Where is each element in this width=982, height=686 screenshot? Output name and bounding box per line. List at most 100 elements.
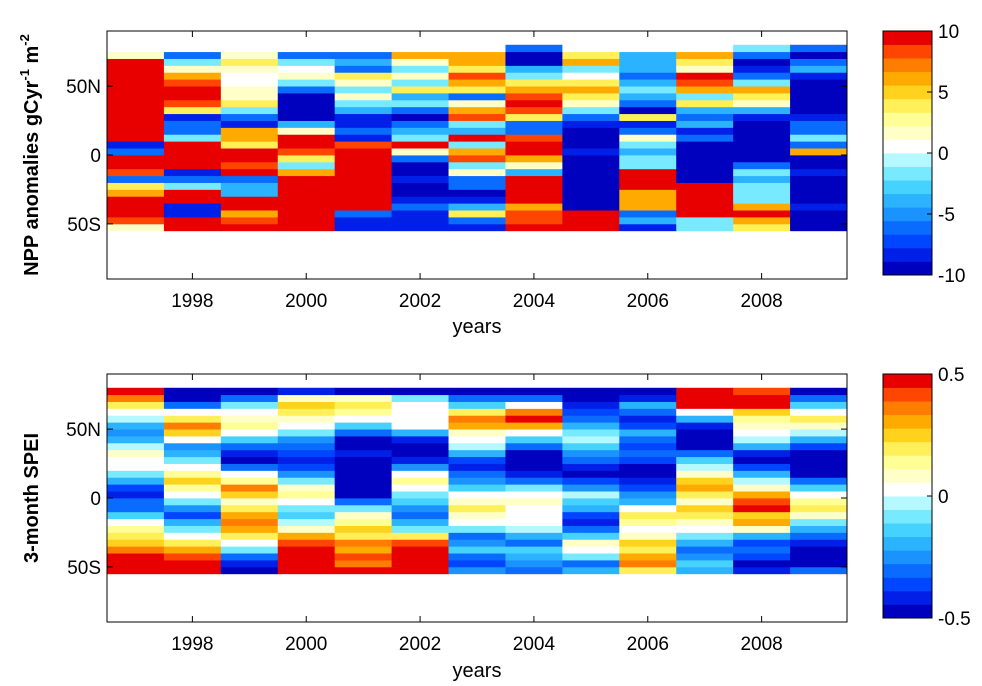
npp-heatmap-cell	[391, 106, 449, 115]
npp-colorbar-segment	[883, 44, 932, 59]
npp-heatmap-cell	[334, 99, 393, 108]
spei-heatmap-cell	[220, 539, 279, 547]
spei-heatmap-cell	[277, 539, 336, 547]
npp-colorbar-segment	[883, 139, 932, 154]
npp-heatmap-cell	[676, 148, 734, 156]
npp-heatmap-cell	[733, 141, 791, 149]
npp-heatmap-cell	[505, 148, 563, 156]
spei-heatmap-cell	[220, 532, 279, 540]
npp-heatmap-cell	[790, 127, 848, 135]
spei-heatmap-cell	[448, 484, 506, 492]
npp-heatmap-cell	[391, 44, 449, 53]
npp-x-axis-label: years	[453, 316, 502, 338]
spei-heatmap-cell	[790, 456, 848, 464]
npp-heatmap-cell	[107, 217, 165, 225]
spei-heatmap-cell	[448, 560, 506, 568]
spei-colorbar-segment	[883, 604, 932, 619]
spei-colorbar-segment	[883, 468, 932, 483]
spei-heatmap-cell	[334, 491, 393, 499]
spei-heatmap-cell	[676, 566, 734, 575]
npp-heatmap-cell	[220, 203, 279, 211]
spei-heatmap-cell	[562, 456, 620, 464]
spei-heatmap-cell	[505, 456, 563, 464]
spei-heatmap-cell	[790, 449, 848, 458]
spei-heatmap-cell	[733, 532, 791, 540]
npp-heatmap-cell	[277, 44, 336, 53]
spei-heatmap-cell	[391, 518, 449, 526]
npp-heatmap-cell	[505, 175, 563, 183]
spei-heatmap-cell	[505, 504, 563, 513]
npp-heatmap-cell	[163, 51, 222, 59]
spei-heatmap-cell	[107, 484, 165, 492]
spei-heatmap-cell	[790, 504, 848, 513]
npp-heatmap-cell	[448, 79, 506, 87]
npp-colorbar-segment	[883, 166, 932, 181]
npp-colorbar-segment	[883, 31, 932, 45]
npp-heatmap-cell	[334, 168, 393, 177]
npp-heatmap-cell	[107, 134, 165, 142]
npp-heatmap-cell	[391, 196, 449, 204]
spei-heatmap-cell	[562, 532, 620, 540]
npp-colorbar-segment	[883, 125, 932, 140]
spei-heatmap-cell	[334, 504, 393, 513]
npp-heatmap-cell	[562, 175, 620, 183]
npp-heatmap-cell	[790, 155, 848, 163]
spei-heatmap-cell	[733, 566, 791, 575]
spei-heatmap-cell	[619, 518, 677, 526]
spei-heatmap-cell	[391, 504, 449, 513]
spei-heatmap-cell	[676, 518, 734, 526]
npp-heatmap-cell	[733, 196, 791, 204]
npp-heatmap-cell	[733, 155, 791, 163]
spei-heatmap-cell	[163, 401, 222, 409]
spei-heatmap-cell	[790, 422, 848, 430]
spei-heatmap-cell	[676, 532, 734, 540]
npp-heatmap-cell	[619, 58, 677, 66]
spei-heatmap-cell	[220, 477, 279, 485]
spei-colorbar-segment	[883, 401, 932, 416]
spei-heatmap-cell	[676, 415, 734, 423]
npp-heatmap-cell	[562, 168, 620, 177]
spei-heatmap-cell	[391, 429, 449, 437]
npp-heatmap-cell	[619, 120, 677, 128]
npp-heatmap-cell	[391, 210, 449, 218]
spei-heatmap-cell	[619, 539, 677, 547]
npp-heatmap-cell	[163, 189, 222, 197]
npp-heatmap-cell	[391, 127, 449, 135]
npp-heatmap-cell	[220, 113, 279, 121]
npp-heatmap-cell	[619, 175, 677, 183]
npp-heatmap-cell	[334, 217, 393, 225]
npp-heatmap-cell	[107, 189, 165, 197]
spei-heatmap-cell	[448, 477, 506, 485]
spei-heatmap-cell	[391, 546, 449, 554]
npp-heatmap-cell	[676, 223, 734, 232]
spei-heatmap-cell	[220, 566, 279, 575]
npp-heatmap-cell	[505, 134, 563, 142]
spei-heatmap-cell	[391, 436, 449, 444]
npp-heatmap-cell	[619, 65, 677, 73]
spei-heatmap-cell	[277, 442, 336, 451]
npp-heatmap-cell	[562, 113, 620, 121]
npp-heatmap-cell	[220, 182, 279, 190]
spei-heatmap-cell	[277, 449, 336, 458]
npp-colorbar-tick-label: 0	[938, 144, 949, 165]
npp-heatmap-cell	[790, 113, 848, 121]
spei-heatmap-cell	[790, 470, 848, 478]
spei-heatmap-cell	[220, 504, 279, 513]
npp-heatmap-cell	[448, 155, 506, 163]
spei-colorbar-segment	[883, 550, 932, 565]
spei-heatmap-cell	[790, 408, 848, 416]
spei-heatmap-cell	[505, 546, 563, 554]
spei-heatmap-cell	[619, 387, 677, 396]
npp-colorbar-segment	[883, 71, 932, 86]
npp-heatmap-cell	[790, 189, 848, 197]
spei-heatmap-cell	[733, 387, 791, 396]
npp-heatmap-cell	[676, 72, 734, 80]
spei-heatmap-cell	[733, 553, 791, 561]
npp-heatmap-cell	[277, 58, 336, 66]
spei-heatmap-cell	[107, 436, 165, 444]
npp-colorbar-segment	[883, 193, 932, 208]
npp-heatmap-cell	[220, 58, 279, 66]
npp-heatmap-cell	[790, 72, 848, 80]
npp-heatmap-cell	[334, 93, 393, 101]
